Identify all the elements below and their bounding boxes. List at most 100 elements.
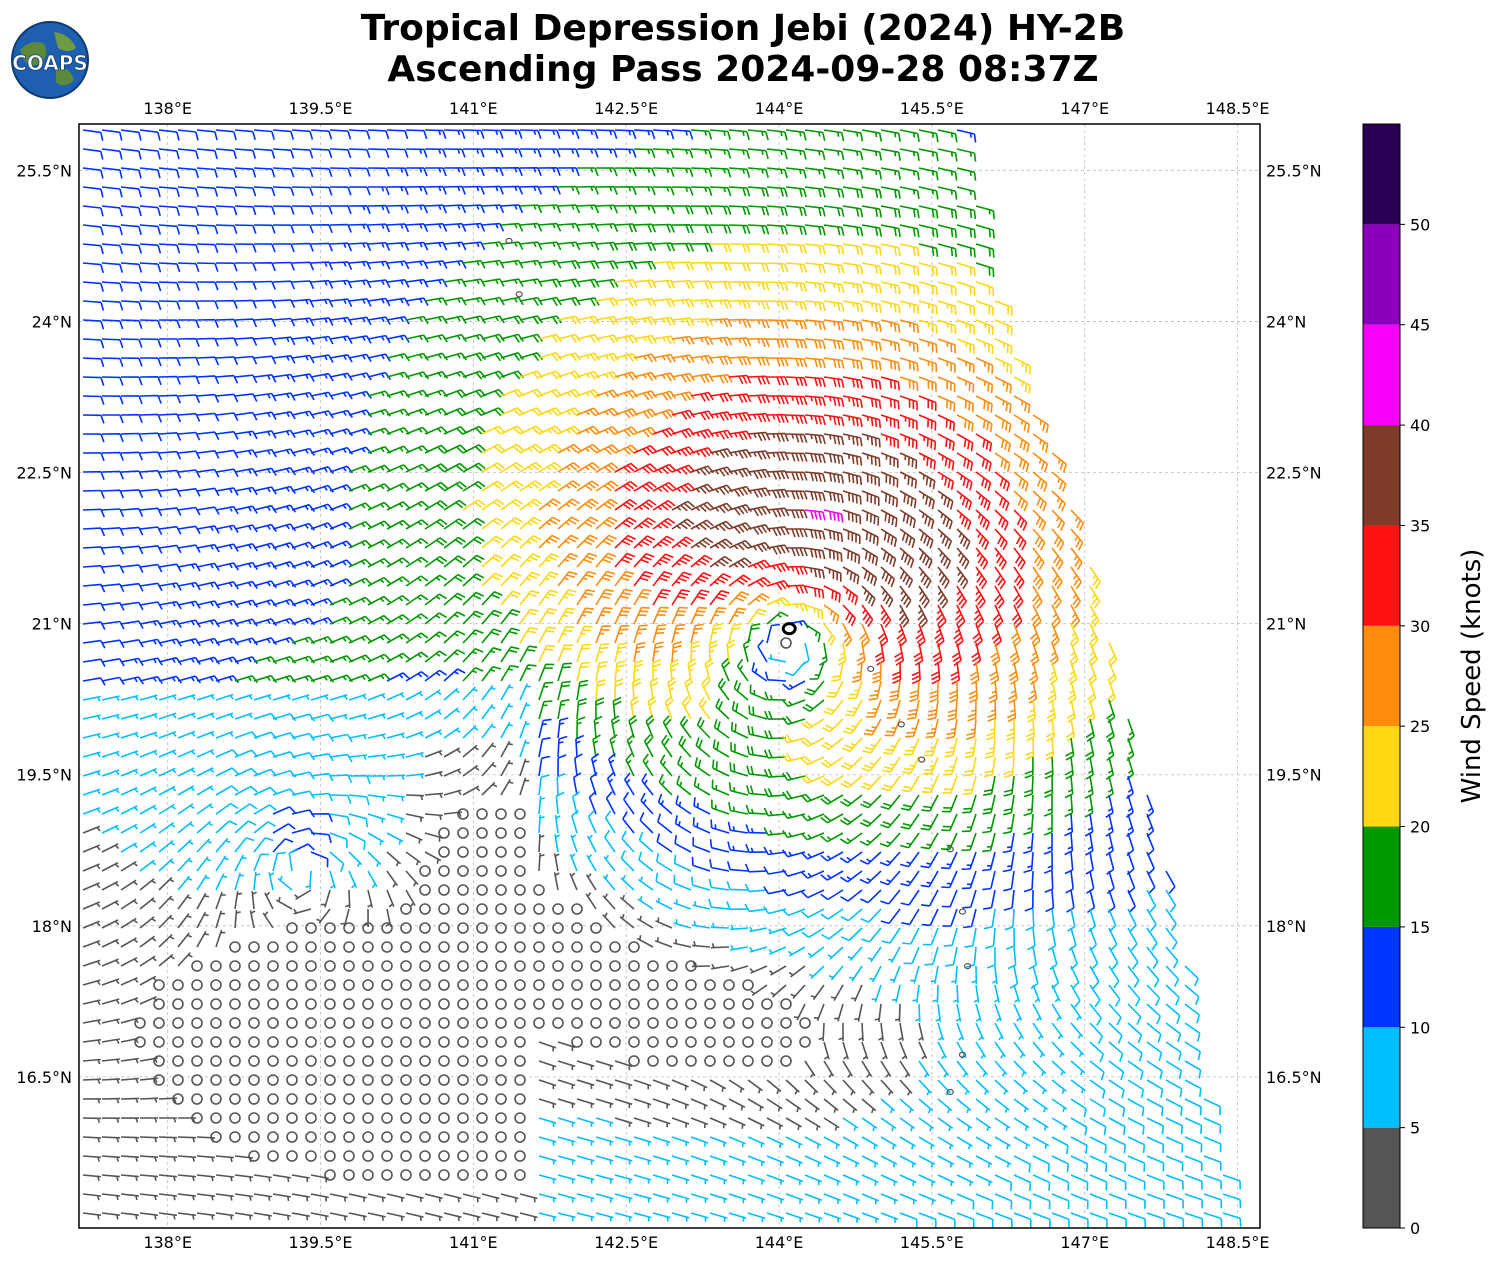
- wind-barb: [728, 281, 751, 291]
- wind-barb: [880, 471, 899, 488]
- wind-barb: [177, 224, 200, 235]
- wind-barb: [671, 205, 694, 215]
- wind-barb: [975, 395, 993, 413]
- wind-barb: [443, 222, 467, 232]
- wind-barb: [747, 148, 769, 160]
- wind-barb: [709, 484, 734, 496]
- wind-barb: [557, 352, 582, 362]
- wind-barb: [880, 167, 901, 180]
- wind-barb: [500, 480, 524, 492]
- wind-barb: [804, 433, 826, 445]
- wind-barb: [443, 370, 468, 379]
- wind-barb: [82, 262, 104, 274]
- wind-barb: [880, 376, 900, 391]
- wind-barb: [538, 148, 561, 158]
- wind-barb: [880, 300, 901, 314]
- wind-barb: [709, 262, 732, 272]
- wind-barb: [709, 392, 733, 403]
- wind-barb: [785, 262, 807, 273]
- wind-barb: [994, 471, 1011, 492]
- wind-barb: [120, 489, 144, 499]
- wind-barb: [804, 205, 826, 217]
- wind-barb: [196, 318, 219, 328]
- wind-barb: [557, 388, 582, 399]
- wind-barb: [272, 373, 296, 383]
- wind-barb: [386, 501, 410, 511]
- wind-barb: [956, 300, 976, 316]
- wind-barb: [234, 205, 257, 216]
- colorbar-segment: [1363, 826, 1400, 927]
- wind-barb: [500, 443, 524, 454]
- wind-barb: [690, 373, 714, 384]
- wind-barb: [690, 317, 714, 327]
- wind-barb: [120, 224, 142, 236]
- wind-barb: [253, 411, 277, 420]
- wind-barb: [234, 449, 258, 458]
- wind-barb: [728, 430, 752, 441]
- wind-barb: [197, 300, 219, 310]
- wind-barb: [405, 204, 429, 214]
- wind-barb: [158, 281, 181, 292]
- wind-barb: [747, 450, 771, 460]
- wind-barb: [120, 281, 143, 292]
- wind-barb: [709, 299, 733, 309]
- wind-barb: [101, 376, 124, 386]
- wind-barb: [785, 205, 807, 217]
- wind-barb: [842, 395, 863, 409]
- wind-barb: [766, 167, 788, 179]
- wind-barb: [386, 167, 409, 177]
- wind-barb: [1013, 471, 1029, 492]
- wind-barb: [633, 148, 656, 158]
- wind-barb: [785, 186, 807, 198]
- wind-barb: [823, 319, 845, 331]
- wind-barb: [861, 509, 880, 526]
- wind-barb: [766, 432, 789, 442]
- wind-barb: [405, 463, 429, 473]
- wind-barb: [120, 413, 143, 423]
- wind-barb: [899, 319, 919, 334]
- wind-barb: [139, 300, 162, 311]
- wind-barb: [880, 186, 901, 199]
- wind-barb: [177, 300, 200, 310]
- wind-barb: [120, 432, 143, 442]
- wind-barb: [937, 338, 956, 354]
- wind-barb: [368, 186, 390, 196]
- wind-barb: [234, 167, 257, 178]
- wind-barb: [82, 527, 106, 537]
- wind-barb: [481, 278, 505, 287]
- wind-barb: [899, 186, 920, 200]
- wind-barb: [310, 466, 335, 475]
- wind-barb: [120, 167, 142, 179]
- wind-barb: [405, 445, 429, 454]
- wind-barb: [747, 375, 771, 385]
- wind-barb: [842, 376, 863, 389]
- wind-barb: [139, 432, 163, 442]
- wind-barb: [614, 371, 639, 381]
- wind-barb: [462, 462, 486, 473]
- wind-barb: [348, 129, 371, 140]
- wind-barb: [443, 148, 466, 158]
- wind-barb: [691, 224, 713, 234]
- wind-barb: [196, 148, 218, 160]
- wind-barb: [405, 297, 429, 306]
- wind-barb: [842, 224, 864, 237]
- wind-barb: [519, 480, 543, 492]
- wind-barb: [576, 498, 599, 511]
- wind-barb: [538, 425, 562, 435]
- wind-barb: [823, 471, 844, 484]
- wind-barb: [747, 337, 770, 348]
- wind-barb: [937, 319, 957, 335]
- wind-barb: [937, 509, 953, 530]
- wind-barb: [690, 261, 714, 271]
- wind-barb: [614, 223, 638, 233]
- wind-barb: [158, 469, 182, 479]
- wind-barb: [880, 395, 900, 410]
- wind-barb: [386, 279, 410, 288]
- wind-barb: [215, 449, 239, 459]
- wind-barb: [481, 222, 505, 232]
- wind-barb: [462, 148, 485, 158]
- wind-barb: [823, 167, 845, 180]
- wind-barb: [196, 262, 219, 272]
- wind-barb: [177, 337, 200, 347]
- wind-barb: [652, 129, 675, 140]
